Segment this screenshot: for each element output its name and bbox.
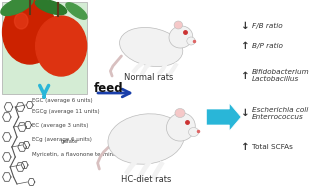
Bar	[2, 2, 87, 94]
Text: F/B ratio: F/B ratio	[252, 22, 283, 29]
Text: HC-diet rats: HC-diet rats	[121, 175, 171, 184]
Text: Escherichia coli
Enterrococcus: Escherichia coli Enterrococcus	[252, 107, 309, 120]
Text: ↑: ↑	[241, 71, 250, 81]
Ellipse shape	[187, 37, 195, 45]
Text: ↓: ↓	[241, 21, 250, 30]
Text: Total SCFAs: Total SCFAs	[252, 144, 293, 150]
Circle shape	[14, 13, 28, 29]
Circle shape	[2, 0, 57, 64]
Ellipse shape	[174, 21, 183, 29]
Ellipse shape	[119, 27, 183, 67]
Text: EGCg (average 11 units): EGCg (average 11 units)	[32, 109, 100, 114]
Text: ↑: ↑	[241, 41, 250, 51]
Text: galate: galate	[61, 139, 79, 143]
Text: ↑: ↑	[241, 143, 250, 152]
Text: EGC (average 6 units): EGC (average 6 units)	[32, 98, 93, 103]
Text: EC (average 3 units): EC (average 3 units)	[32, 123, 89, 128]
Text: ECg (average 6 units): ECg (average 6 units)	[32, 136, 92, 142]
Ellipse shape	[1, 0, 33, 15]
Ellipse shape	[35, 0, 67, 15]
Ellipse shape	[169, 26, 193, 48]
Polygon shape	[207, 103, 241, 131]
Ellipse shape	[188, 128, 199, 136]
Text: feed: feed	[94, 83, 123, 95]
Text: Myricetin, a flavonone terminal unit: Myricetin, a flavonone terminal unit	[32, 152, 131, 157]
Text: ↓: ↓	[241, 108, 250, 118]
Ellipse shape	[66, 3, 87, 19]
Ellipse shape	[108, 114, 184, 164]
Text: Bifidobacterium
Lactobacillus: Bifidobacterium Lactobacillus	[252, 69, 310, 82]
Ellipse shape	[166, 113, 195, 141]
Circle shape	[36, 16, 87, 76]
Text: B/P ratio: B/P ratio	[252, 43, 283, 49]
Text: Normal rats: Normal rats	[124, 73, 173, 82]
Ellipse shape	[175, 108, 185, 118]
